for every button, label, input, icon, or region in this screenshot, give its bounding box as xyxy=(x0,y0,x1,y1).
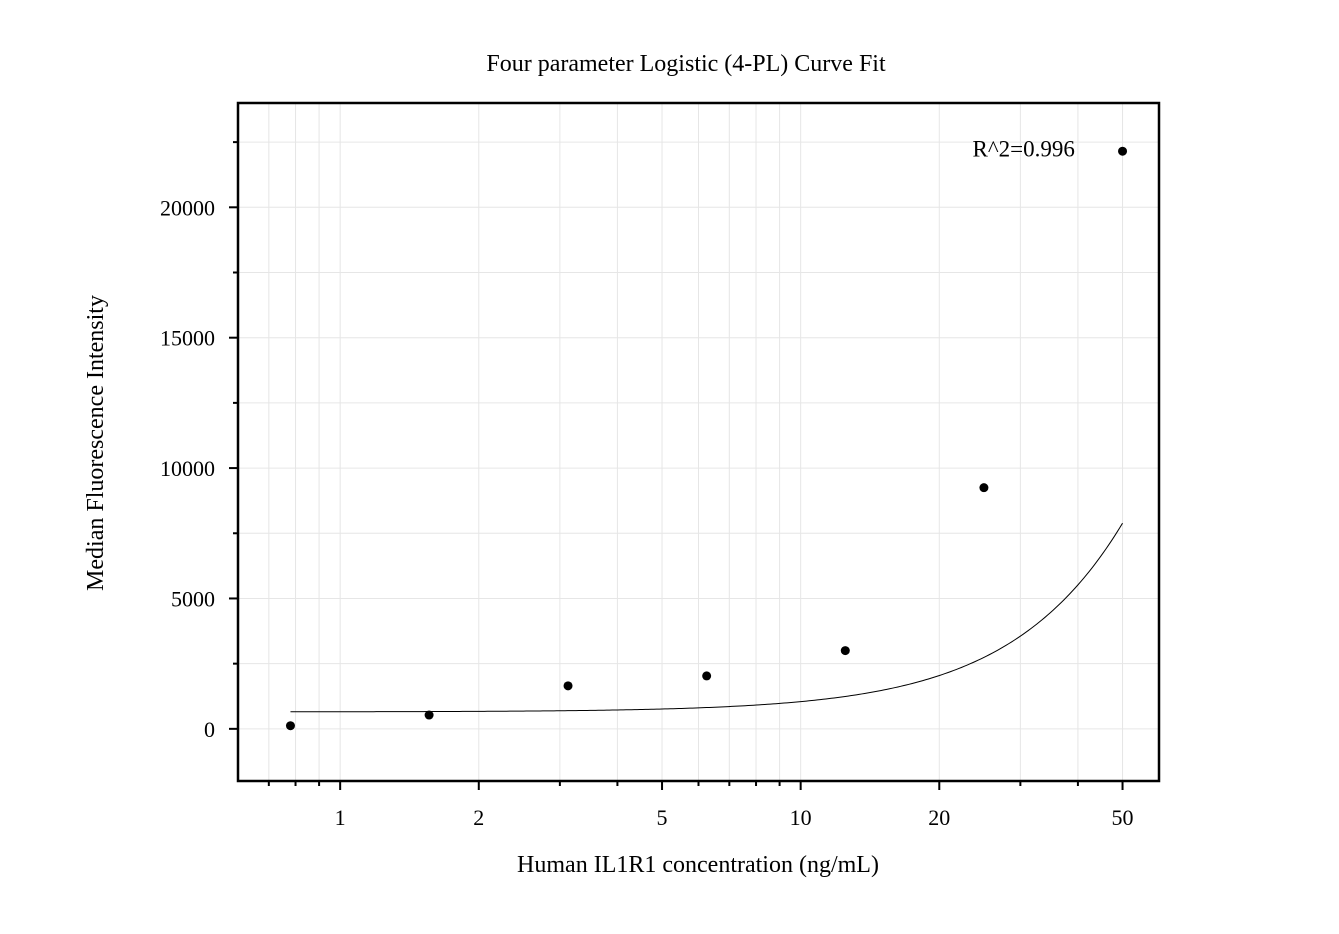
fit-curve xyxy=(290,522,1123,713)
data-point xyxy=(424,710,434,720)
x-tick-label: 2 xyxy=(473,805,484,830)
x-tick-label: 5 xyxy=(657,805,668,830)
data-point xyxy=(1118,146,1128,156)
tick-labels: 1 2 5 10 20 50 0 5000 10000 15000 20000 xyxy=(160,195,1134,830)
x-tick-label: 50 xyxy=(1112,805,1134,830)
data-point xyxy=(702,671,712,681)
y-tick-label: 10000 xyxy=(160,456,215,481)
x-tick-label: 10 xyxy=(790,805,812,830)
y-tick-label: 15000 xyxy=(160,326,215,351)
x-axis-label: Human IL1R1 concentration (ng/mL) xyxy=(517,852,879,878)
data-point xyxy=(285,721,295,731)
axis-ticks xyxy=(229,141,1124,790)
annotations: R^2=0.996 xyxy=(973,137,1075,162)
y-tick-label: 5000 xyxy=(171,586,215,611)
plot-frame xyxy=(236,101,1161,783)
chart-title: Four parameter Logistic (4-PL) Curve Fit xyxy=(486,51,886,77)
y-tick-label: 0 xyxy=(204,717,215,742)
data-point xyxy=(979,483,989,493)
x-tick-label: 1 xyxy=(335,805,346,830)
data-point xyxy=(840,646,850,656)
r-squared-annotation: R^2=0.996 xyxy=(973,137,1075,162)
data-point xyxy=(563,681,573,691)
y-tick-label: 20000 xyxy=(160,195,215,220)
grid xyxy=(238,103,1159,781)
y-axis-label: Median Fluorescence Intensity xyxy=(83,295,109,591)
x-tick-label: 20 xyxy=(928,805,950,830)
fit-curve-layer xyxy=(290,522,1123,713)
data-points xyxy=(285,146,1128,731)
